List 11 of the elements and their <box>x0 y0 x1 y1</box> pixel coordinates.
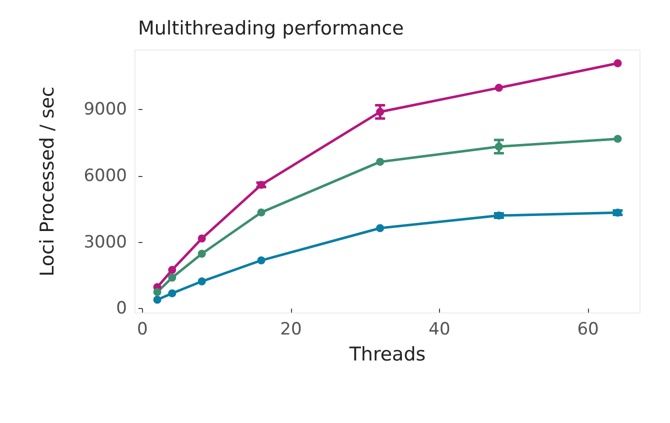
y-axis-title: Loci Processed / sec <box>36 86 58 276</box>
y-tick-label: 6000 <box>84 166 127 186</box>
x-tick-label: 40 <box>428 320 450 340</box>
chart-title: Multithreading performance <box>138 18 404 40</box>
y-tick-label: 3000 <box>84 232 127 252</box>
y-tick-label: 0 <box>116 298 127 319</box>
y-tick-label: 9000 <box>84 100 127 120</box>
x-tick-label: 0 <box>137 320 148 340</box>
x-axis-title: Threads <box>348 344 426 366</box>
x-tick-label: 60 <box>577 320 599 340</box>
x-tick-label: 20 <box>280 320 302 340</box>
